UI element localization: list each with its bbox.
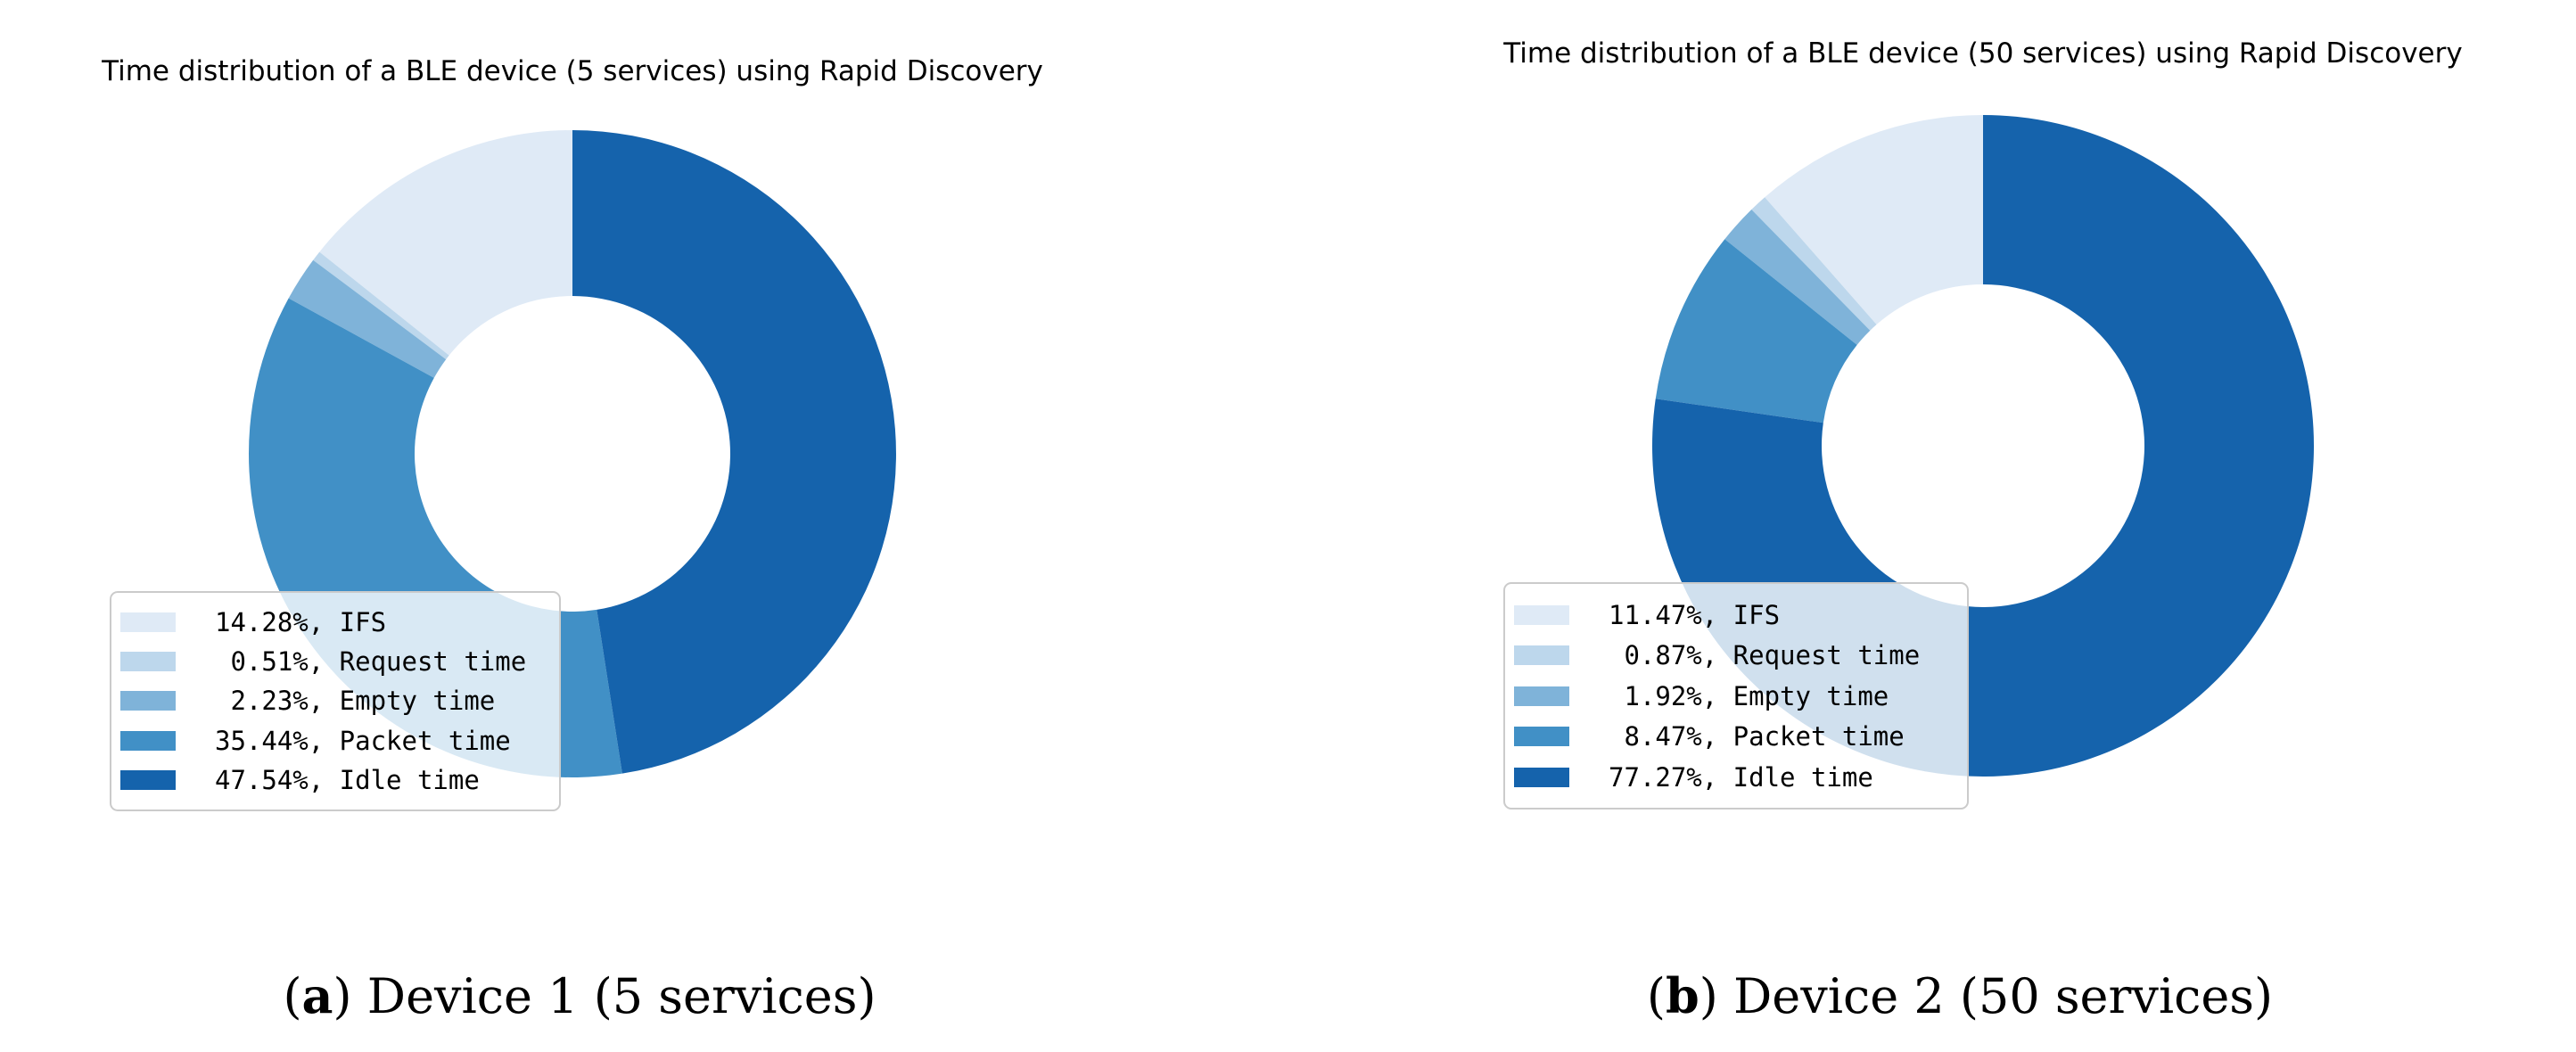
legend-swatch-empty-time — [120, 691, 176, 711]
legend-label-ifs: 14.28%, IFS — [215, 607, 387, 638]
legend-label-ifs: 11.47%, IFS — [1609, 599, 1781, 630]
legend-swatch-ifs — [1514, 604, 1569, 625]
legend-swatch-packet-time — [120, 730, 176, 751]
caption-b: (b) Device 2 (50 services) — [1425, 967, 2495, 1024]
chart-a-title: Time distribution of a BLE device (5 ser… — [102, 55, 1043, 87]
caption-b-letter: b — [1665, 967, 1700, 1024]
donut-slice-empty-time — [1724, 210, 1871, 345]
legend-label-packet-time: 35.44%, Packet time — [215, 725, 511, 756]
legend-label-idle-time: 77.27%, Idle time — [1609, 761, 1873, 793]
caption-b-close-paren: ) — [1699, 968, 1718, 1024]
caption-b-open-paren: ( — [1646, 968, 1666, 1024]
legend-item-empty-time: 1.92%, Empty time — [1514, 681, 1955, 711]
legend-item-ifs: 14.28%, IFS — [120, 607, 547, 637]
legend-item-packet-time: 35.44%, Packet time — [120, 726, 547, 756]
donut-slice-empty-time — [288, 259, 447, 378]
caption-a-close-paren: ) — [333, 968, 352, 1024]
legend-item-packet-time: 8.47%, Packet time — [1514, 721, 1955, 752]
caption-a-text: Device 1 (5 services) — [366, 968, 876, 1024]
legend-swatch-empty-time — [1514, 686, 1569, 706]
donut-slice-idle-time — [572, 130, 896, 774]
legend-item-ifs: 11.47%, IFS — [1514, 600, 1955, 630]
legend-label-request-time: 0.51%, Request time — [215, 646, 527, 678]
legend-a: 14.28%, IFS 0.51%, Request time 2.23%, E… — [110, 591, 561, 811]
caption-a: (a) Device 1 (5 services) — [45, 967, 1115, 1024]
legend-item-idle-time: 47.54%, Idle time — [120, 765, 547, 795]
legend-label-empty-time: 2.23%, Empty time — [215, 686, 496, 717]
legend-item-request-time: 0.51%, Request time — [120, 646, 547, 677]
legend-swatch-idle-time — [1514, 767, 1569, 787]
legend-label-request-time: 0.87%, Request time — [1609, 640, 1921, 670]
donut-slice-packet-time — [1655, 239, 1857, 423]
legend-label-packet-time: 8.47%, Packet time — [1609, 721, 1905, 752]
legend-b: 11.47%, IFS 0.87%, Request time 1.92%, E… — [1503, 582, 1969, 810]
legend-label-idle-time: 47.54%, Idle time — [215, 764, 480, 795]
legend-swatch-ifs — [120, 612, 176, 633]
legend-label-empty-time: 1.92%, Empty time — [1609, 680, 1889, 711]
donut-slice-ifs — [1765, 115, 1983, 325]
legend-swatch-request-time — [1514, 645, 1569, 665]
chart-b-title: Time distribution of a BLE device (50 se… — [1503, 37, 2463, 70]
legend-swatch-packet-time — [1514, 727, 1569, 746]
legend-item-request-time: 0.87%, Request time — [1514, 640, 1955, 670]
legend-swatch-request-time — [120, 652, 176, 672]
donut-slice-request-time — [313, 251, 449, 360]
donut-slice-ifs — [319, 130, 572, 356]
caption-a-open-paren: ( — [283, 968, 302, 1024]
legend-item-idle-time: 77.27%, Idle time — [1514, 762, 1955, 793]
legend-item-empty-time: 2.23%, Empty time — [120, 686, 547, 716]
caption-b-text: Device 2 (50 services) — [1732, 968, 2274, 1024]
legend-swatch-idle-time — [120, 769, 176, 790]
donut-slice-request-time — [1751, 197, 1877, 331]
caption-a-letter: a — [301, 967, 333, 1024]
